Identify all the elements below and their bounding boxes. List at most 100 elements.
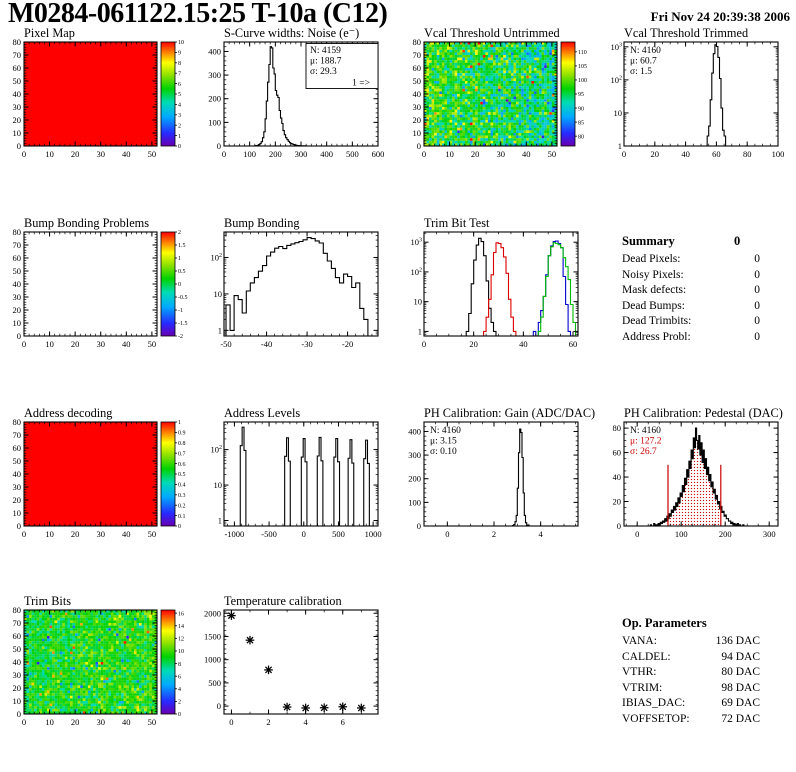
svg-text:10: 10 (445, 149, 454, 159)
summary-title: Summary (622, 234, 675, 248)
plot-trim-bits: Trim Bits 16 14 12 10 8 6 4 2 0 0 10 20 30 40 50 0 10 20 30… (0, 594, 196, 746)
svg-text:2: 2 (178, 230, 181, 236)
svg-text:-1: -1 (178, 308, 183, 314)
svg-text:1: 1 (218, 325, 222, 335)
param-label: Dead Bumps: (622, 299, 685, 312)
param-row: Noisy Pixels: 0 (622, 268, 760, 284)
svg-text:30: 30 (13, 292, 22, 302)
svg-text:300: 300 (295, 149, 308, 159)
svg-text:40: 40 (122, 339, 131, 349)
svg-text:100: 100 (675, 529, 688, 539)
svg-text:103: 103 (411, 237, 423, 247)
svg-text:1000: 1000 (365, 529, 382, 539)
svg-text:60: 60 (712, 149, 721, 159)
svg-text:500: 500 (346, 149, 359, 159)
svg-text:4: 4 (178, 103, 181, 109)
svg-text:10: 10 (413, 128, 422, 138)
svg-text:0.8: 0.8 (178, 441, 186, 447)
svg-text:0: 0 (222, 149, 226, 159)
svg-text:30: 30 (96, 529, 105, 539)
svg-text:Trim Bits: Trim Bits (24, 594, 71, 608)
param-label: VOFFSETOP: (622, 712, 690, 725)
svg-text:80: 80 (743, 149, 752, 159)
svg-text:40: 40 (681, 149, 690, 159)
svg-text:0: 0 (178, 144, 181, 150)
svg-text:70: 70 (13, 50, 22, 60)
svg-text:0.9: 0.9 (178, 431, 186, 437)
timestamp: Fri Nov 24 20:39:38 2006 (650, 9, 790, 24)
svg-text:0.5: 0.5 (178, 472, 186, 478)
svg-text:Address decoding: Address decoding (24, 406, 112, 420)
param-label: IBIAS_DAC: (622, 697, 686, 710)
plot-address-decoding: Address decoding 1 0.9 0.8 0.7 0.6 0.5 0.4 0.3 0.… (0, 406, 196, 558)
svg-text:-1000: -1000 (224, 529, 244, 539)
svg-text:σ: 29.3: σ: 29.3 (310, 67, 337, 77)
svg-text:20: 20 (469, 339, 478, 349)
svg-text:0: 0 (17, 141, 21, 151)
svg-text:80: 80 (613, 423, 622, 433)
param-row: Dead Pixels: 0 (622, 252, 760, 268)
plot-bump-bonding: Bump Bonding -50 -40 -30 -20 1 10 102 (200, 216, 396, 368)
svg-text:50: 50 (148, 339, 157, 349)
svg-text:10: 10 (45, 529, 54, 539)
svg-text:100: 100 (243, 149, 256, 159)
svg-text:Vcal Threshold Trimmed: Vcal Threshold Trimmed (624, 26, 748, 40)
bump_bonding-canvas: Bump Bonding -50 -40 -30 -20 1 10 102 (211, 216, 379, 349)
svg-text:20: 20 (71, 149, 80, 159)
svg-text:1: 1 (218, 516, 222, 526)
svg-text:8: 8 (178, 61, 181, 67)
svg-text:10: 10 (13, 508, 22, 518)
svg-text:80: 80 (13, 37, 22, 47)
svg-text:30: 30 (96, 339, 105, 349)
svg-text:30: 30 (96, 149, 105, 159)
svg-text:-1.5: -1.5 (178, 321, 188, 327)
param-row: VANA: 136 DAC (622, 634, 760, 650)
svg-text:50: 50 (413, 76, 422, 86)
svg-text:0: 0 (302, 529, 306, 539)
svg-text:σ: 0.10: σ: 0.10 (430, 447, 457, 457)
vcal_trimmed-canvas: Vcal Threshold Trimmed 0 20 40 60 80 100 1 10 102… (611, 26, 785, 159)
svg-text:300: 300 (763, 529, 776, 539)
param-value: 0 (754, 253, 760, 265)
svg-text:500: 500 (332, 529, 345, 539)
svg-text:60: 60 (413, 63, 422, 73)
svg-text:105: 105 (578, 64, 587, 70)
svg-text:0: 0 (622, 149, 626, 159)
param-row: CALDEL: 94 DAC (622, 650, 760, 666)
svg-text:2: 2 (178, 123, 181, 129)
svg-text:0: 0 (635, 529, 639, 539)
svg-text:6: 6 (178, 82, 181, 88)
svg-text:N: 4160: N: 4160 (630, 426, 661, 436)
svg-text:50: 50 (13, 456, 22, 466)
svg-text:40: 40 (413, 89, 422, 99)
svg-text:100: 100 (772, 149, 785, 159)
plot-address-levels: Address Levels -1000 -500 0 500 1000 1 10 102 (200, 406, 396, 558)
svg-text:0.3: 0.3 (178, 493, 186, 499)
svg-text:10: 10 (45, 149, 54, 159)
svg-text:40: 40 (122, 529, 131, 539)
s_curve-canvas: S-Curve widths: Noise (e⁻) 0 100 200 300 400 5… (208, 26, 384, 159)
svg-text:PH Calibration: Gain (ADC/DAC): PH Calibration: Gain (ADC/DAC) (424, 406, 595, 420)
svg-text:S-Curve widths: Noise (e⁻): S-Curve widths: Noise (e⁻) (224, 26, 359, 40)
svg-text:30: 30 (413, 102, 422, 112)
plot-trim-bit-test: Trim Bit Test 0 20 40 60 1 10 102 103 (400, 216, 596, 368)
svg-text:1: 1 (418, 326, 422, 336)
svg-text:70: 70 (413, 50, 422, 60)
svg-text:10: 10 (13, 128, 22, 138)
svg-text:μ: 3.15: μ: 3.15 (430, 437, 457, 447)
svg-text:10: 10 (178, 40, 184, 46)
svg-text:0: 0 (178, 524, 181, 530)
svg-text:-2: -2 (178, 334, 183, 340)
svg-text:3: 3 (178, 113, 181, 119)
svg-text:80: 80 (578, 134, 584, 140)
svg-text:20: 20 (13, 115, 22, 125)
svg-text:0: 0 (22, 529, 26, 539)
svg-text:N: 4160: N: 4160 (630, 46, 661, 56)
svg-text:80: 80 (13, 227, 22, 237)
svg-text:N: 4160: N: 4160 (430, 426, 461, 436)
svg-text:102: 102 (611, 75, 623, 85)
svg-text:10: 10 (45, 339, 54, 349)
svg-text:μ: 60.7: μ: 60.7 (630, 57, 657, 67)
svg-text:80: 80 (13, 417, 22, 427)
